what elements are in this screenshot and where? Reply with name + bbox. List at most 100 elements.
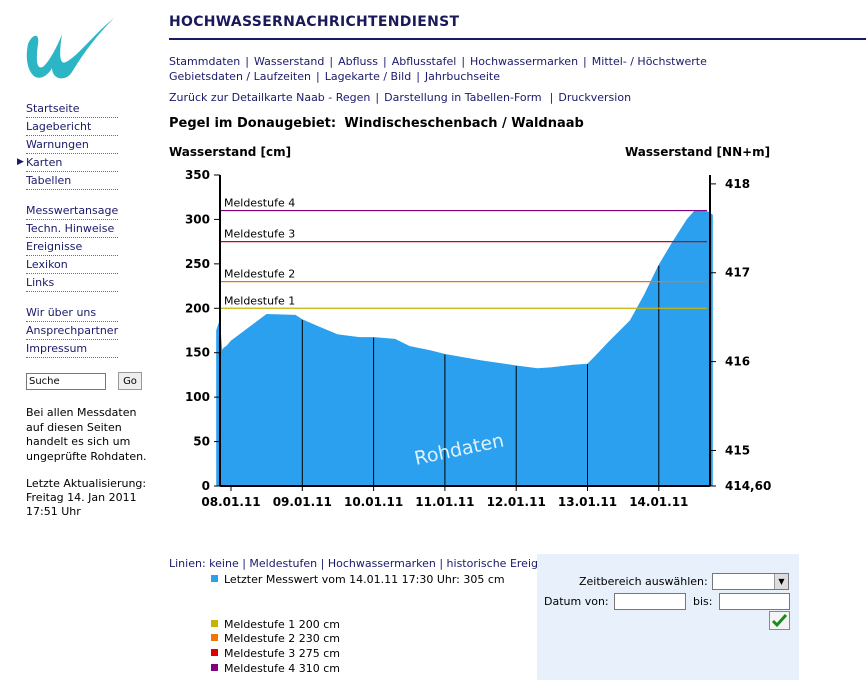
range-label: Zeitbereich auswählen: [579,575,708,588]
sidebar-item-ansprechpartner[interactable]: Ansprechpartner [26,324,118,340]
y-right-tick-label-2: 416 [725,355,750,369]
y-tick-label-0: 0 [202,479,210,493]
legend-stage-3-text: Meldestufe 3 275 cm [224,647,340,660]
y-tick-label-100: 100 [185,390,210,404]
checkmark-icon [771,613,788,628]
sidebar-item-warnungen[interactable]: Warnungen [26,138,118,154]
y-tick-label-350: 350 [185,168,210,182]
nav-druckversion[interactable]: Druckversion [558,91,632,104]
lines-option-historische[interactable]: historische Ereignisse [446,557,567,570]
threshold-label-2: Meldestufe 2 [224,268,295,281]
gauge-heading: Pegel im Donaugebiet: Windischeschenbach… [169,116,584,131]
date-from-label: Datum von: [544,595,609,608]
last-update-time: 17:51 Uhr [26,505,81,518]
x-tick-label-3: 11.01.11 [415,495,474,509]
lines-option-meldestufen[interactable]: Meldestufen [249,557,318,570]
water-level-area [216,209,713,487]
x-tick-label-2: 10.01.11 [344,495,403,509]
threshold-label-3: Meldestufe 3 [224,228,295,241]
nav-mittel-hoechstwerte[interactable]: Mittel- / Höchstwerte [591,55,707,68]
nav-row-3: Zurück zur Detailkarte Naab - Regen | Dars… [169,91,632,104]
active-arrow-icon: ▶ [17,157,24,167]
sidebar-item-karten[interactable]: Karten [26,156,118,172]
legend-stage-1-text: Meldestufe 1 200 cm [224,618,340,631]
nav-back-detailkarte[interactable]: Zurück zur Detailkarte Naab - Regen [169,91,371,104]
date-to-label: bis: [693,595,713,608]
search-input[interactable] [26,373,106,390]
gauge-name: Windischeschenbach / Waldnaab [344,116,584,131]
y-right-tick-label-3: 417 [725,266,750,280]
sidebar-item-techn-hinweise[interactable]: Techn. Hinweise [26,222,118,238]
legend-stage-4: Meldestufe 4 310 cm [211,662,340,675]
lines-label: Linien: [169,557,206,570]
nav-abfluss[interactable]: Abfluss [338,55,378,68]
threshold-label-4: Meldestufe 4 [224,197,295,210]
legend-swatch-stage4 [211,664,218,671]
legend-latest: Letzter Messwert vom 14.01.11 17:30 Uhr:… [211,573,505,586]
sidebar-item-messwertansage[interactable]: Messwertansage [26,204,118,220]
y-tick-label-200: 200 [185,301,210,315]
site-title: HOCHWASSERNACHRICHTENDIENST [169,14,460,30]
lines-selector: Linien: keine | Meldestufen | Hochwasser… [169,557,567,570]
sidebar-item-wir-ueber-uns[interactable]: Wir über uns [26,306,118,322]
sidebar-item-lagebericht[interactable]: Lagebericht [26,120,118,136]
title-divider [169,38,866,40]
y-tick-label-250: 250 [185,257,210,271]
nav-lagekarte[interactable]: Lagekarte / Bild [324,70,412,83]
y-right-tick-label-4: 418 [725,177,750,191]
submit-button[interactable] [769,611,790,630]
chevron-down-icon[interactable]: ▼ [774,574,788,589]
legend-swatch-stage1 [211,620,218,627]
water-level-chart: Meldestufe 1 Meldestufe 2 Meldestufe 3 Meld… [185,168,771,509]
sidebar-item-startseite[interactable]: Startseite [26,102,118,118]
y-axis-left-title: Wasserstand [cm] [169,145,292,159]
nav-row-1: Stammdaten | Wasserstand | Abfluss | Abflussta… [169,55,707,68]
date-to-input[interactable] [719,593,790,610]
site-logo[interactable] [22,14,122,84]
lines-option-hochwassermarken[interactable]: Hochwassermarken [327,557,436,570]
date-from-input[interactable] [614,593,686,610]
x-tick-label-1: 09.01.11 [273,495,332,509]
legend-latest-text: Letzter Messwert vom 14.01.11 17:30 Uhr:… [224,573,505,586]
timerange-panel: Zeitbereich auswählen: ▼ Datum von: bis: [537,554,799,680]
legend-stage-2-text: Meldestufe 2 230 cm [224,632,340,645]
y-right-tick-label-0: 414,60 [725,479,771,493]
nav-jahrbuchseite[interactable]: Jahrbuchseite [424,70,500,83]
lines-option-keine[interactable]: keine [209,557,239,570]
last-update-date: Freitag 14. Jan 2011 [26,491,137,504]
sidebar-item-impressum[interactable]: Impressum [26,342,118,358]
legend-swatch-stage3 [211,649,218,656]
nav-stammdaten[interactable]: Stammdaten [169,55,241,68]
sidebar-item-ereignisse[interactable]: Ereignisse [26,240,118,256]
nav-abflusstafel[interactable]: Abflusstafel [391,55,457,68]
y-axis-right-title: Wasserstand [NN+m] [625,145,771,159]
legend-stage-3: Meldestufe 3 275 cm [211,647,340,660]
nav-wasserstand[interactable]: Wasserstand [253,55,325,68]
legend-swatch-latest [211,575,218,582]
legend-swatch-stage2 [211,634,218,641]
nav-gebietsdaten[interactable]: Gebietsdaten / Laufzeiten [169,70,311,83]
x-tick-label-4: 12.01.11 [487,495,546,509]
x-tick-label-0: 08.01.11 [201,495,260,509]
y-tick-label-50: 50 [193,435,210,449]
legend-stage-4-text: Meldestufe 4 310 cm [224,662,340,675]
sidebar-item-links[interactable]: Links [26,276,118,292]
y-right-tick-label-1: 415 [725,443,750,457]
range-select[interactable]: ▼ [712,573,789,590]
x-tick-label-5: 13.01.11 [558,495,617,509]
threshold-label-1: Meldestufe 1 [224,294,295,307]
x-tick-label-6: 14.01.11 [629,495,688,509]
legend-stage-2: Meldestufe 2 230 cm [211,632,340,645]
search-go-button[interactable]: Go [118,372,142,390]
last-update-label: Letzte Aktualisierung: [26,477,147,490]
sidebar-item-lexikon[interactable]: Lexikon [26,258,118,274]
sidebar-item-tabellen[interactable]: Tabellen [26,174,118,190]
y-tick-label-150: 150 [185,346,210,360]
nav-hochwassermarken[interactable]: Hochwassermarken [470,55,579,68]
nav-tabellen-form[interactable]: Darstellung in Tabellen-Form [384,91,542,104]
gauge-label: Pegel im Donaugebiet: [169,116,337,131]
y-tick-label-300: 300 [185,212,210,226]
rohdaten-disclaimer: Bei allen Messdaten auf diesen Seiten ha… [26,406,147,463]
legend-stage-1: Meldestufe 1 200 cm [211,618,340,631]
nav-row-2: Gebietsdaten / Laufzeiten | Lagekarte / Bi… [169,70,500,83]
